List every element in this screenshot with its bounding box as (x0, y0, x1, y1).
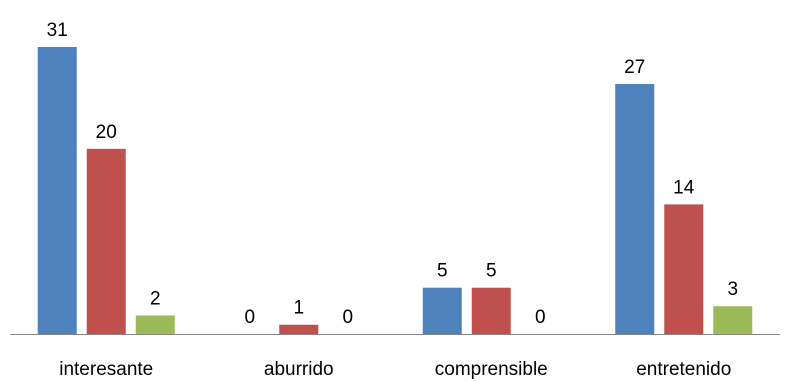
value-label-aburrido-series-1: 0 (244, 307, 255, 328)
bar-interesante-series-3 (135, 315, 175, 334)
value-label-comprensible-series-1: 5 (437, 261, 448, 282)
value-label-entretenido-series-2: 14 (673, 177, 695, 198)
value-label-aburrido-series-3: 0 (342, 307, 353, 328)
bar-entretenido-series-3 (713, 306, 753, 334)
value-label-interesante-series-1: 31 (47, 20, 68, 41)
bar-entretenido-series-1 (615, 84, 655, 334)
value-label-entretenido-series-1: 27 (624, 57, 645, 78)
category-label-comprensible: comprensible (435, 359, 548, 380)
value-label-entretenido-series-3: 3 (727, 279, 738, 300)
category-label-aburrido: aburrido (264, 359, 334, 380)
value-label-comprensible-series-2: 5 (486, 261, 497, 282)
category-labels-group: interesante aburrido comprensible entreteni… (59, 359, 731, 380)
bar-interesante-series-2 (86, 148, 126, 334)
bar-entretenido-series-2 (664, 204, 704, 334)
category-label-entretenido: entretenido (636, 359, 731, 380)
value-label-aburrido-series-2: 1 (293, 298, 304, 319)
bar-interesante-series-1 (37, 47, 77, 334)
category-label-interesante: interesante (59, 359, 153, 380)
bar-comprensible-series-1 (422, 287, 462, 334)
value-label-interesante-series-3: 2 (150, 288, 161, 309)
value-label-interesante-series-2: 20 (96, 122, 117, 143)
bar-comprensible-series-2 (471, 287, 511, 334)
bar-aburrido-series-2 (279, 324, 319, 334)
value-label-comprensible-series-3: 0 (535, 307, 546, 328)
bars-group (37, 47, 753, 334)
